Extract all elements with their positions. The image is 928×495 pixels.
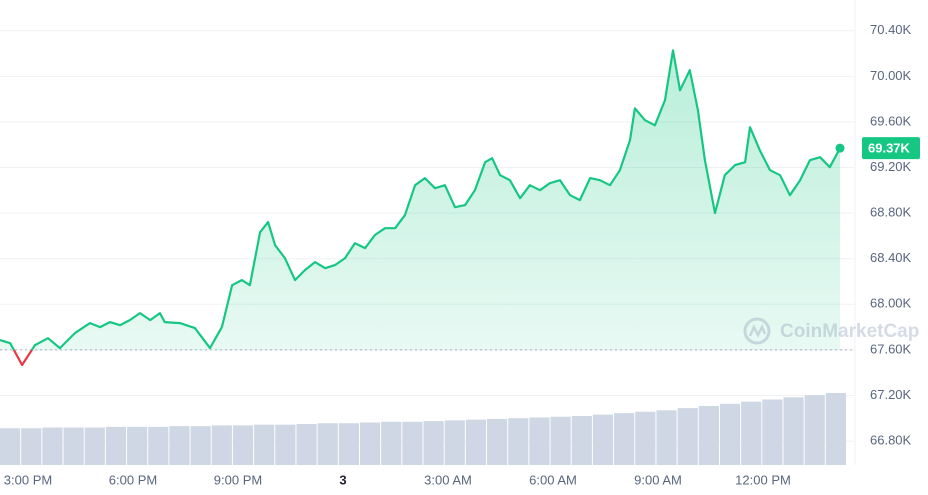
price-line bbox=[0, 49, 841, 350]
volume-bar bbox=[783, 397, 804, 465]
volume-bar bbox=[741, 401, 762, 465]
volume-bar bbox=[148, 426, 169, 465]
volume-bar bbox=[105, 426, 127, 465]
volume-bar bbox=[487, 418, 508, 465]
volume-bar bbox=[677, 408, 698, 465]
y-tick-label: 68.00K bbox=[870, 296, 912, 311]
watermark: CoinMarketCap bbox=[743, 317, 919, 345]
volume-bar bbox=[42, 427, 63, 465]
y-tick-label: 68.80K bbox=[870, 205, 912, 220]
volume-bar bbox=[529, 417, 550, 465]
volume-bar bbox=[635, 411, 656, 465]
volume-bar bbox=[719, 403, 741, 465]
volume-bar bbox=[127, 426, 148, 465]
volume-bar bbox=[402, 421, 423, 465]
y-tick-label: 66.80K bbox=[870, 433, 912, 448]
y-tick-label: 67.20K bbox=[870, 387, 912, 402]
x-tick-label: 9:00 AM bbox=[634, 472, 682, 487]
volume-bar bbox=[317, 423, 338, 465]
volume-bar bbox=[84, 427, 105, 465]
volume-bar bbox=[232, 425, 254, 465]
volume-bar bbox=[571, 416, 592, 465]
volume-bar bbox=[296, 423, 317, 465]
volume-bar bbox=[254, 424, 275, 465]
volume-bar bbox=[614, 413, 635, 465]
volume-bar bbox=[190, 426, 211, 465]
volume-bar bbox=[21, 428, 42, 465]
y-tick-label: 69.20K bbox=[870, 159, 912, 174]
volume-bar bbox=[656, 410, 677, 465]
volume-bar bbox=[592, 414, 614, 465]
volume-bar bbox=[211, 425, 232, 465]
x-tick-label: 3 bbox=[339, 472, 346, 487]
volume-bar bbox=[698, 405, 719, 465]
volume-bar bbox=[0, 428, 21, 465]
last-point bbox=[835, 143, 845, 153]
x-tick-label: 9:00 PM bbox=[214, 472, 262, 487]
volume-bar bbox=[465, 419, 487, 465]
price-tag-label: 69.37K bbox=[868, 141, 911, 156]
x-tick-label: 3:00 AM bbox=[424, 472, 472, 487]
volume-bar bbox=[169, 426, 190, 465]
y-tick-label: 70.00K bbox=[870, 68, 912, 83]
volume-bar bbox=[275, 424, 296, 465]
watermark-text: CoinMarketCap bbox=[780, 321, 919, 342]
volume-bar bbox=[762, 399, 783, 465]
y-tick-label: 67.60K bbox=[870, 341, 912, 356]
volume-bar bbox=[359, 422, 381, 465]
volume-bar bbox=[508, 418, 529, 465]
price-area bbox=[0, 50, 840, 350]
volume-bar bbox=[550, 416, 571, 465]
x-tick-label: 3:00 PM bbox=[4, 472, 52, 487]
x-tick-label: 6:00 PM bbox=[109, 472, 157, 487]
volume-bar bbox=[825, 393, 846, 465]
volume-bar bbox=[423, 421, 444, 465]
price-tag bbox=[862, 137, 920, 160]
y-tick-label: 69.60K bbox=[870, 113, 912, 128]
volume-bar bbox=[381, 421, 402, 465]
y-tick-label: 68.40K bbox=[870, 250, 912, 265]
x-tick-label: 12:00 PM bbox=[735, 472, 791, 487]
y-tick-label: 70.40K bbox=[870, 22, 912, 37]
x-tick-label: 6:00 AM bbox=[529, 472, 577, 487]
volume-bar bbox=[804, 395, 825, 465]
volume-bar bbox=[63, 427, 84, 465]
volume-bar bbox=[444, 420, 465, 465]
volume-bar bbox=[338, 423, 359, 465]
